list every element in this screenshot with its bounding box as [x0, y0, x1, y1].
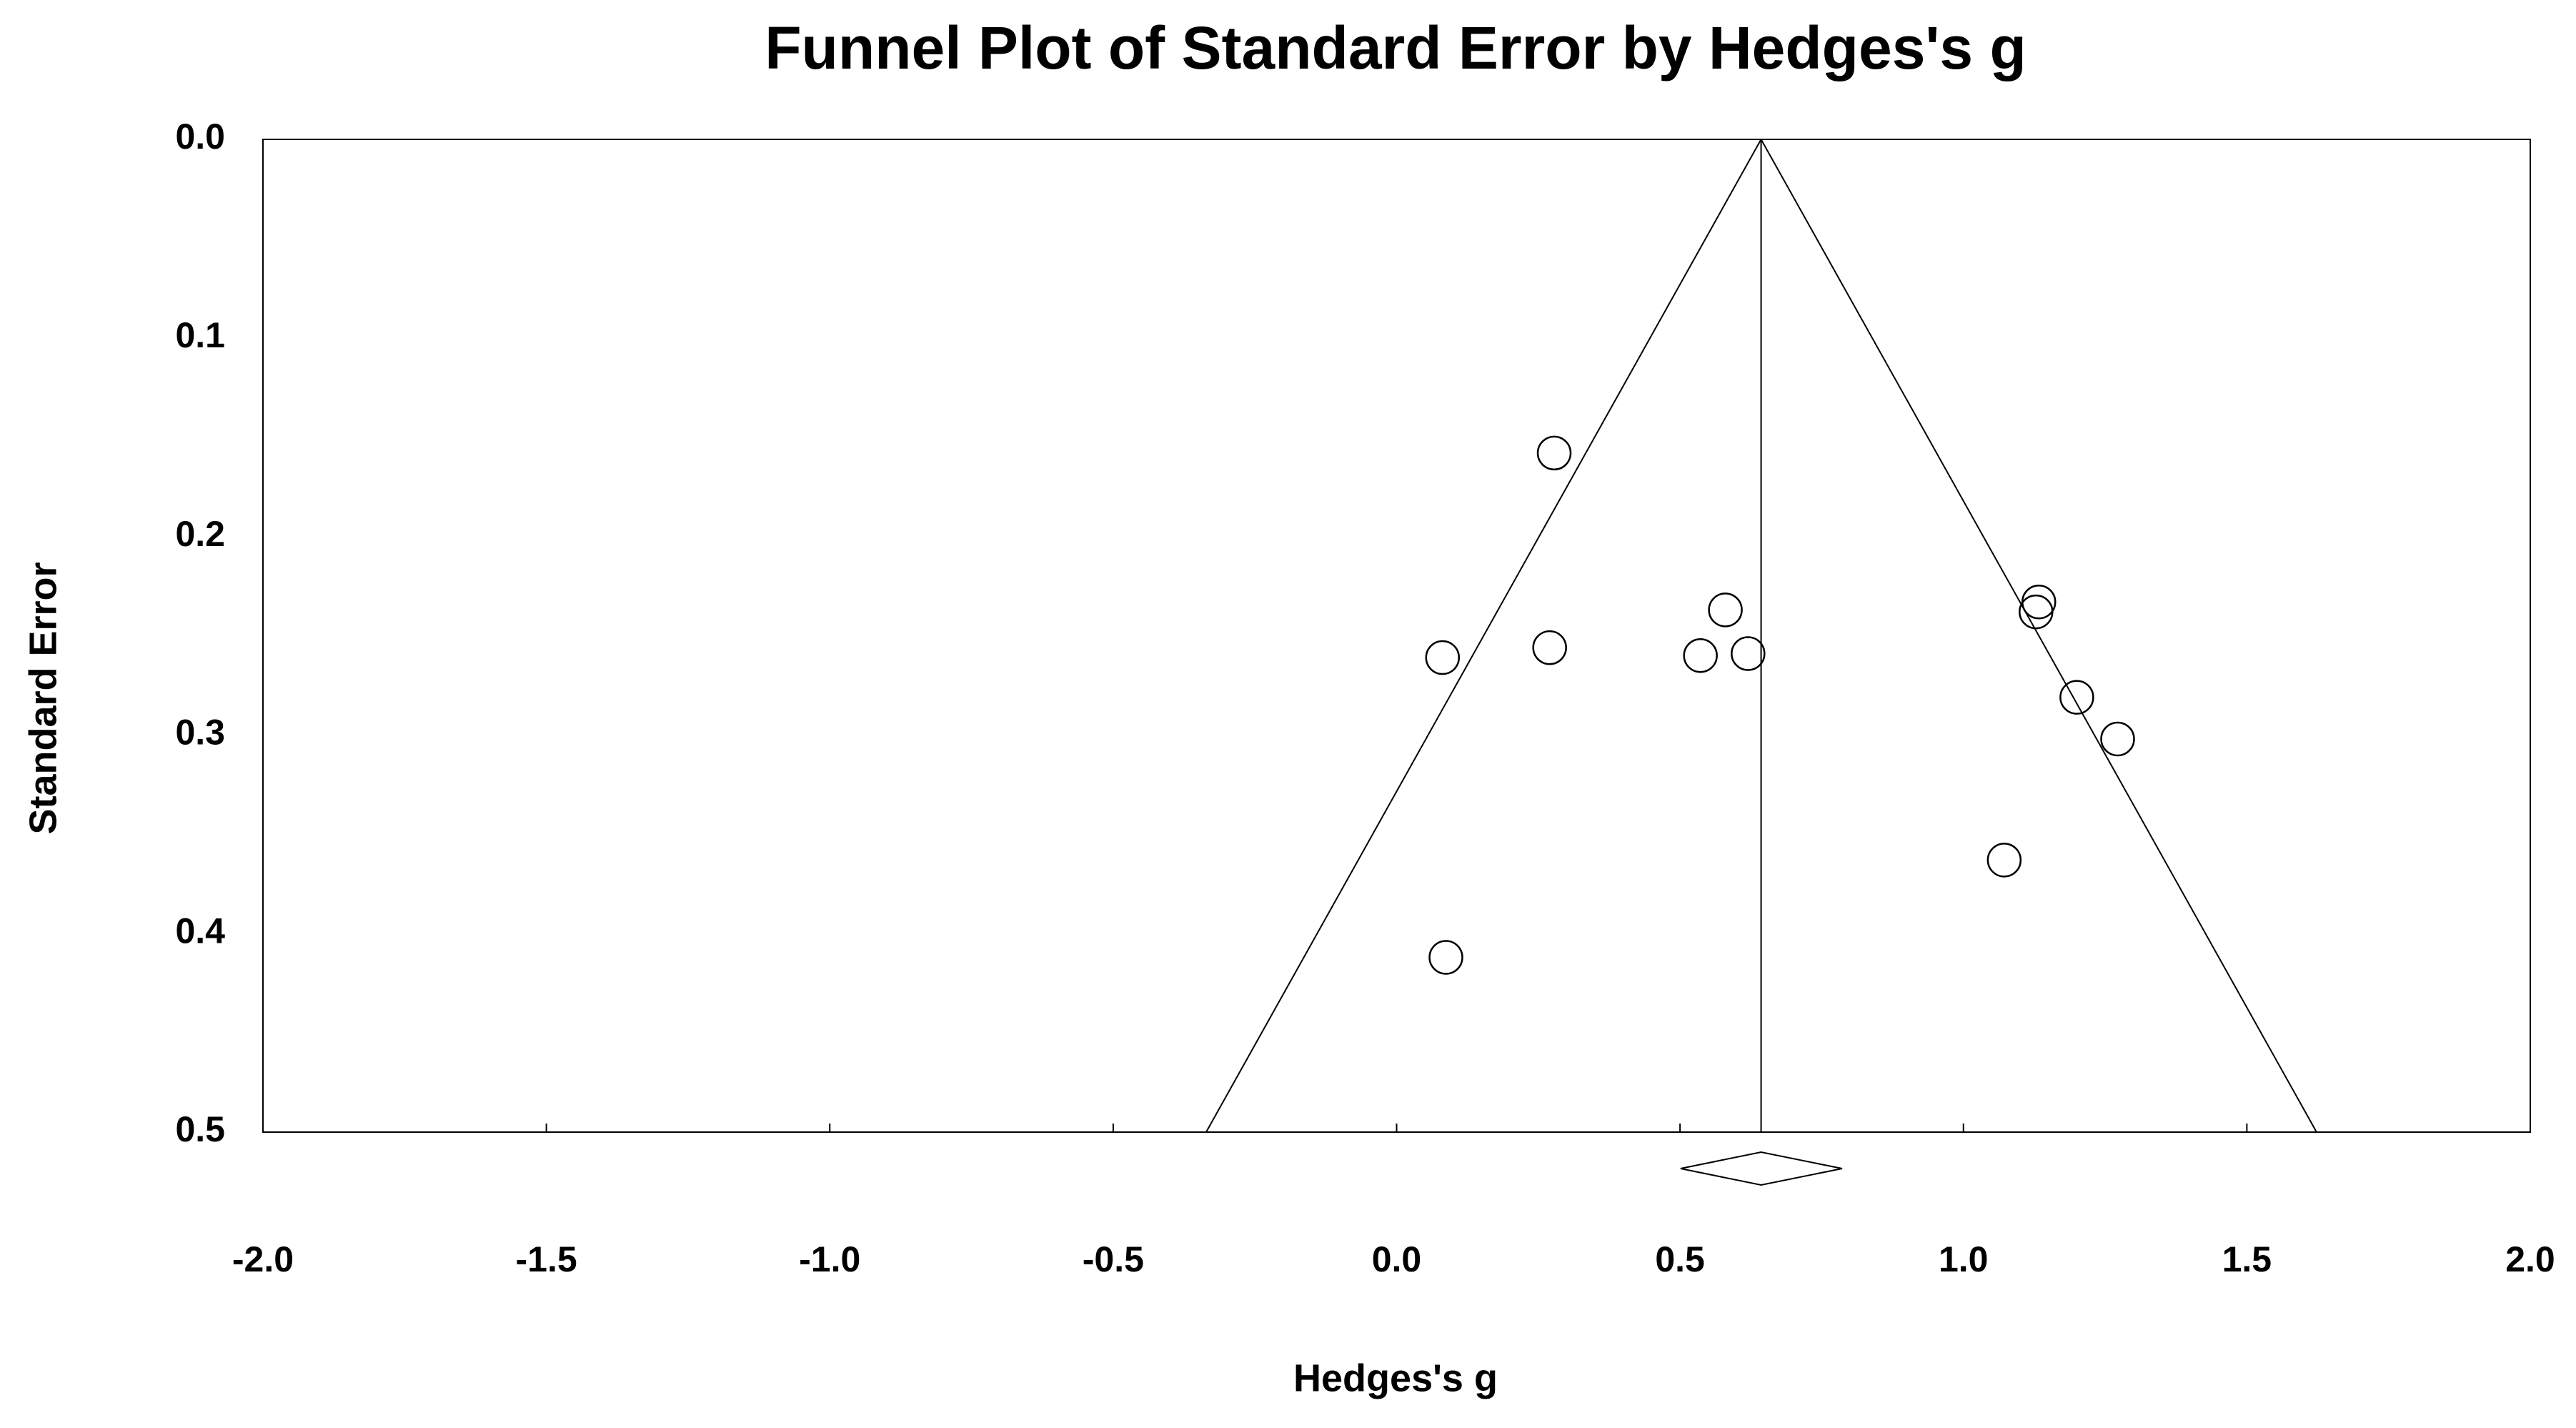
study-point	[1532, 630, 1567, 665]
y-tick-label: 0.0	[175, 116, 225, 157]
study-point	[1731, 636, 1766, 671]
study-point	[1986, 843, 2022, 878]
study-point	[2059, 680, 2094, 715]
study-point	[2100, 721, 2135, 757]
x-tick-label: -0.5	[1083, 1239, 1144, 1279]
y-axis-label: Standard Error	[21, 562, 64, 834]
chart-title: Funnel Plot of Standard Error by Hedges'…	[765, 14, 2027, 81]
y-tick-label: 0.2	[175, 514, 225, 554]
study-point	[2019, 594, 2054, 630]
funnel-left	[1205, 139, 1762, 1133]
x-tick-label: 0.0	[1372, 1239, 1422, 1279]
study-point	[1683, 638, 1718, 673]
summary-diamond	[1680, 1151, 1843, 1186]
x-tick-label: -1.5	[516, 1239, 577, 1279]
study-point	[1428, 940, 1463, 975]
x-tick-label: 0.5	[1655, 1239, 1705, 1279]
y-tick-label: 0.4	[175, 911, 225, 951]
x-tick-label: 1.0	[1939, 1239, 1989, 1279]
y-tick-label: 0.3	[175, 713, 225, 753]
x-tick-label: -2.0	[232, 1239, 294, 1279]
study-point	[1425, 640, 1461, 675]
study-point	[1536, 435, 1572, 471]
x-axis-label: Hedges's g	[1293, 1357, 1498, 1399]
x-tick-label: 1.5	[2222, 1239, 2272, 1279]
y-tick-label: 0.1	[175, 315, 225, 355]
funnel-right	[1760, 139, 2317, 1133]
y-tick-label: 0.5	[175, 1109, 225, 1149]
x-tick-label: -1.0	[799, 1239, 860, 1279]
x-tick-label: 2.0	[2505, 1239, 2555, 1279]
study-point	[1708, 592, 1743, 628]
